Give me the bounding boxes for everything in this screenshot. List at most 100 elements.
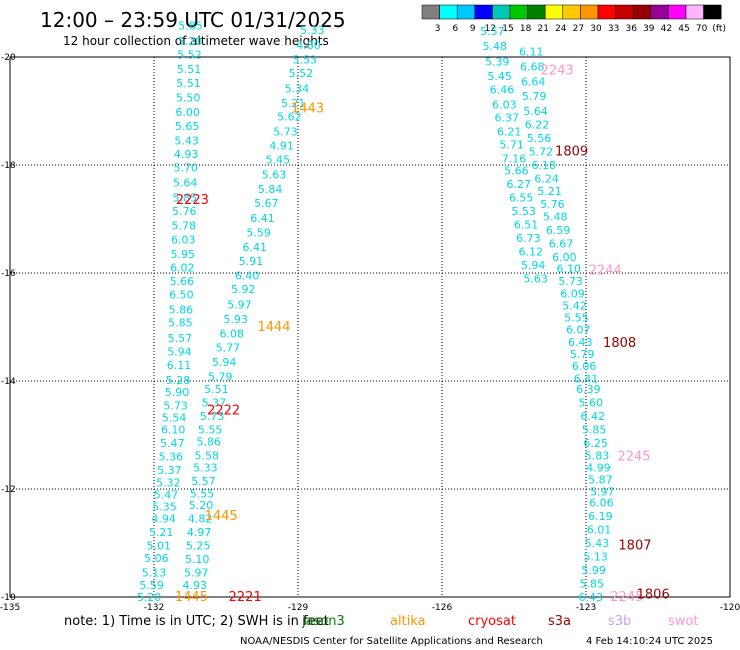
colorbar-label: 39 [643, 24, 655, 34]
wave-height-value: 5.66 [170, 275, 195, 288]
colorbar-swatch [527, 4, 546, 20]
wave-height-value: 5.50 [176, 92, 201, 105]
wave-height-value: 5.39 [485, 55, 510, 68]
wave-height-value: 5.06 [144, 552, 169, 565]
satellite-legend: jason3 altika cryosat s3a s3b swot [301, 614, 698, 629]
wave-height-value: 5.85 [580, 578, 605, 591]
wave-height-value: 5.63 [523, 272, 548, 285]
satellite-legend-swot: swot [668, 614, 698, 629]
wave-height-value: 5.62 [277, 110, 302, 123]
plot-frame [9, 56, 731, 598]
wave-height-value: 6.10 [556, 263, 581, 276]
wave-height-value: 4.94 [151, 513, 176, 526]
wave-height-value: 5.79 [570, 348, 595, 361]
wave-height-value: 5.56 [527, 132, 552, 145]
wave-height-value: 5.71 [499, 138, 524, 151]
wave-height-value: 6.06 [572, 360, 597, 373]
wave-height-value: 5.87 [588, 473, 613, 486]
y-tick-label: -16 [1, 269, 16, 279]
chart-title: 12:00 – 23:59 UTC 01/31/2025 [40, 8, 346, 32]
y-tick-label: -14 [1, 377, 16, 387]
wave-height-value: 6.11 [519, 46, 544, 59]
footer-credit: NOAA/NESDIS Center for Satellite Applica… [240, 636, 543, 647]
wave-height-value: 5.21 [537, 185, 562, 198]
colorbar-label: 36 [625, 24, 637, 34]
colorbar-label: 33 [608, 24, 619, 34]
y-tick-label: -18 [1, 161, 16, 171]
wave-height-value: 6.41 [574, 372, 599, 385]
colorbar-label: 12 [485, 24, 496, 34]
wave-height-value: 7.16 [502, 153, 527, 166]
wave-height-value: 5.76 [540, 198, 565, 211]
wave-height-value: 5.28 [166, 374, 191, 387]
wave-height-value: 5.72 [529, 146, 554, 159]
wave-height-value: 5.13 [583, 551, 608, 564]
colorbar-label: 15 [502, 24, 513, 34]
pass-time-labels: 1445 222114452222144422231443224518061807… [175, 64, 670, 606]
wave-height-value: 5.36 [159, 451, 184, 464]
wave-height-value: 4.97 [187, 526, 212, 539]
y-tick-label: -12 [1, 485, 16, 495]
wave-height-value: 4.93 [183, 579, 208, 592]
wave-height-value: 6.08 [220, 327, 245, 340]
wave-height-value: 5.97 [184, 567, 209, 580]
colorbar-label: 24 [555, 24, 567, 34]
wave-height-value: 5.85 [582, 424, 607, 437]
wave-height-value: 6.41 [243, 241, 268, 254]
wave-height-value: 5.48 [543, 210, 568, 223]
x-tick-label: -135 [0, 603, 20, 613]
wave-height-value: 5.01 [147, 540, 172, 553]
colorbar-label: 9 [470, 24, 476, 34]
x-tick-label: -129 [288, 603, 309, 613]
wave-height-value: 5.33 [300, 24, 325, 37]
wave-height-value: 6.06 [589, 497, 614, 510]
wave-height-value: 5.21 [281, 97, 306, 110]
wave-height-value: 5.86 [196, 435, 221, 448]
wave-height-value: 5.63 [262, 169, 287, 182]
pass-time-label: 2243 [541, 64, 574, 79]
wave-height-value: 6.00 [175, 106, 200, 119]
colorbar-label: 45 [678, 24, 689, 34]
wave-height-value: 6.24 [534, 173, 559, 186]
satellite-legend-jason3: jason3 [301, 614, 345, 629]
wave-height-value: 5.55 [564, 311, 589, 324]
wave-height-value: 5.97 [227, 298, 252, 311]
wave-height-value: 6.51 [514, 218, 539, 231]
colorbar-label: 6 [452, 24, 458, 34]
wave-height-value: 5.97 [590, 486, 615, 499]
wave-height-value: 4.99 [586, 461, 611, 474]
wave-height-value: 5.43 [585, 537, 610, 550]
plot-grid [9, 56, 731, 598]
wave-height-value: 5.67 [254, 197, 279, 210]
wave-height-value: 5.78 [172, 219, 197, 232]
wave-height-value: 5.51 [177, 63, 202, 76]
wave-height-value: 5.54 [162, 412, 187, 425]
wave-height-value: 5.94 [521, 259, 546, 272]
wave-height-value: 5.32 [156, 477, 181, 490]
wave-height-value: 6.01 [587, 524, 612, 537]
wave-height-value: 4.91 [269, 140, 294, 153]
wave-height-value: 5.53 [292, 54, 317, 67]
pass-time-label: 2221 [229, 590, 262, 605]
colorbar-label: 18 [520, 24, 532, 34]
x-tick-label: -132 [144, 603, 164, 613]
footer-timestamp: 4 Feb 14:10:24 UTC 2025 [586, 636, 713, 647]
wave-height-value: 5.57 [168, 332, 193, 345]
wave-height-value: 6.25 [583, 437, 608, 450]
colorbar-swatch [615, 4, 634, 20]
pass-time-label: 2222 [207, 404, 240, 419]
wave-height-value: 5.51 [176, 77, 201, 90]
wave-height-value: 5.47 [154, 488, 179, 501]
satellite-legend-s3a: s3a [548, 614, 571, 629]
pass-time-label: 1443 [291, 101, 324, 116]
wave-height-value: 5.57 [480, 25, 505, 38]
colorbar-swatch [456, 4, 476, 20]
wave-height-value: 5.43 [174, 135, 199, 148]
wave-height-value: 5.48 [483, 40, 508, 53]
wave-height-value: 5.45 [266, 154, 291, 167]
wave-height-value: 5.95 [171, 248, 196, 261]
wave-height-value: 5.37 [202, 397, 227, 410]
wave-height-value: 6.10 [161, 424, 186, 437]
wave-height-value: 5.52 [289, 67, 314, 80]
